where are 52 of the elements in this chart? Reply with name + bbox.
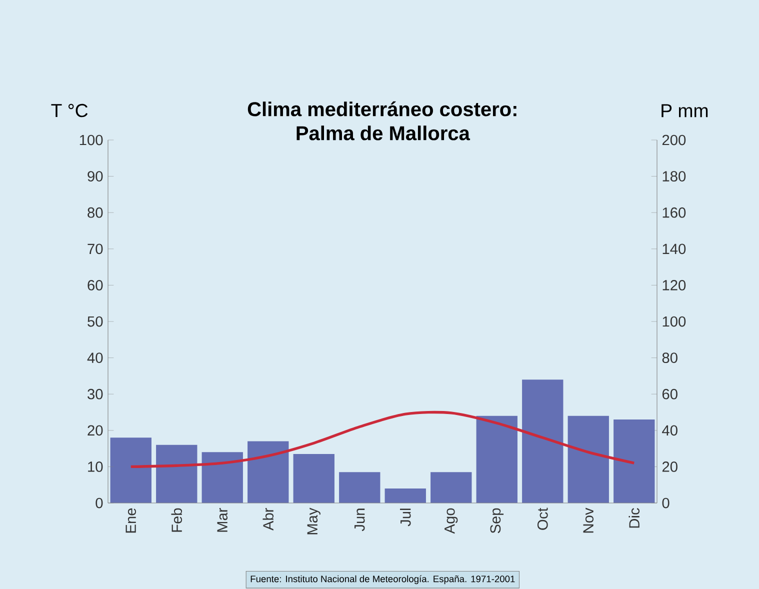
y2-tick-label: 100 (662, 316, 686, 327)
bar (248, 441, 289, 503)
y2-tick-label: 180 (662, 171, 686, 182)
x-tick-label: Nov (583, 508, 594, 533)
y-tick-label: 80 (88, 207, 103, 218)
y-tick-label: 0 (96, 498, 103, 508)
line-series (130, 410, 636, 468)
y-tick-label: 10 (88, 462, 103, 472)
bar (430, 472, 472, 503)
x-tick-label: Ago (444, 508, 458, 534)
x-tick-label: Oct (537, 508, 548, 530)
y-tick-label: 100 (80, 134, 103, 146)
bar (384, 488, 426, 503)
x-tick-label: Feb (171, 508, 182, 532)
y2-tick-label: 40 (662, 425, 678, 436)
bar (339, 472, 380, 503)
bar (110, 438, 152, 503)
y2-tick-label: 200 (662, 134, 686, 146)
y-tick-label: 40 (87, 352, 103, 363)
source-note: Fuente: Instituto Nacional de Meteorología. España. 1971-2001 (250, 575, 515, 584)
y-tick-label: 20 (88, 425, 103, 436)
y2-axis-title: P mm (662, 104, 708, 118)
x-tick-label: Jun (354, 508, 365, 532)
chart-subtitle: Palma de Mallorca (296, 126, 470, 140)
y2-tick-label: 20 (662, 462, 678, 472)
y-tick-label: 90 (88, 171, 103, 182)
y2-tick-label: 60 (662, 388, 678, 400)
bar (293, 454, 334, 503)
y2-tick-label: 0 (662, 498, 670, 508)
x-tick-label: Abr (262, 508, 274, 531)
y2-tick-label: 80 (662, 352, 678, 363)
y-tick-label: 70 (88, 244, 103, 254)
y2-tick-label: 140 (662, 244, 686, 254)
chart-title: Clima mediterráneo costero: (248, 101, 516, 116)
x-tick-label: Ene (126, 508, 136, 533)
y2-tick-label: 120 (662, 280, 686, 290)
x-tick-label: Dic (628, 508, 640, 528)
bar (614, 420, 655, 503)
y-tick-label: 50 (88, 316, 103, 327)
x-tick-label: Mar (217, 508, 228, 532)
y2-tick-label: 160 (662, 207, 686, 218)
bar (568, 416, 609, 503)
bar (476, 416, 518, 503)
y-tick-label: 30 (88, 388, 103, 400)
x-tick-label: May (307, 508, 320, 534)
bar (156, 444, 198, 503)
bar (522, 380, 564, 503)
bar (202, 452, 243, 503)
x-tick-label: Sep (490, 508, 504, 534)
x-tick-label: Jul (400, 508, 411, 526)
y-axis-title: T °C (51, 104, 88, 118)
y-tick-label: 60 (88, 280, 103, 290)
